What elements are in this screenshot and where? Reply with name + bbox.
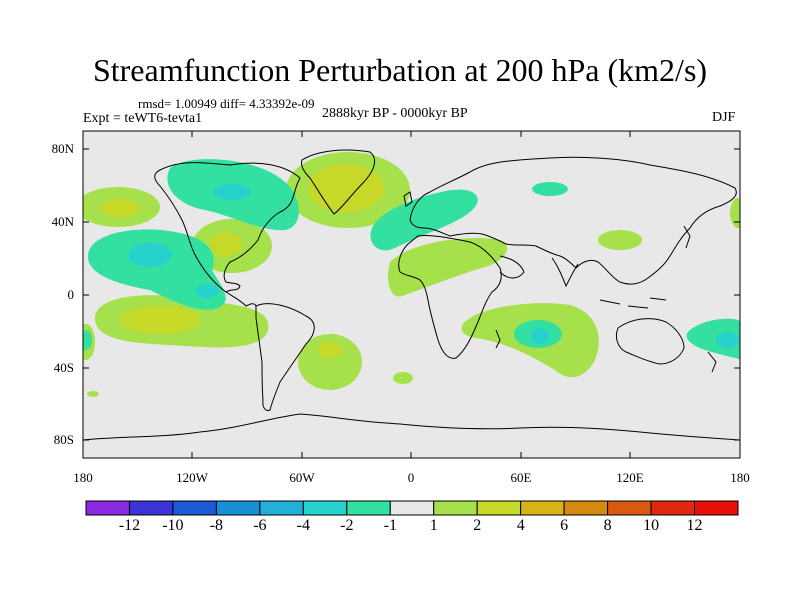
colorbar xyxy=(85,500,739,516)
colorbar-label: 10 xyxy=(643,517,660,534)
colorbar-swatch xyxy=(563,500,609,516)
colorbar-swatch xyxy=(128,500,174,516)
positive-mid-regions xyxy=(100,164,384,358)
neg-centre-epac xyxy=(195,284,219,298)
colorbar-label: -1 xyxy=(383,517,397,534)
coast-new-zealand xyxy=(707,351,717,373)
pos-region-satl-south xyxy=(298,334,362,390)
colorbar-swatch xyxy=(607,500,652,516)
coast-indonesia xyxy=(599,297,667,309)
coast-south-america xyxy=(255,303,315,411)
pos-centre-namerica xyxy=(210,232,242,256)
chart-title: Streamfunction Perturbation at 200 hPa (… xyxy=(92,52,708,88)
colorbar-swatch xyxy=(694,500,739,516)
colorbar-label: -2 xyxy=(340,517,354,534)
pos-centre-greenland xyxy=(308,164,384,212)
coast-africa xyxy=(398,235,502,359)
colorbar-label: 12 xyxy=(686,517,703,534)
colorbar-swatch xyxy=(389,500,435,516)
negative-weak-regions xyxy=(83,159,740,360)
coast-japan xyxy=(683,225,691,249)
neg-centre-aus xyxy=(716,332,740,348)
pos-centre-npac xyxy=(100,199,140,217)
coast-central-america xyxy=(225,291,257,307)
colorbar-swatch xyxy=(433,500,478,516)
colorbar-label: -6 xyxy=(253,517,267,534)
pos-centre-sepac xyxy=(120,306,200,334)
lat-label-40n: 40N xyxy=(51,214,74,229)
coast-india xyxy=(551,257,579,288)
colorbar-label: -10 xyxy=(162,517,184,534)
lat-label-80s: 80S xyxy=(53,432,74,447)
pos-centre-satl xyxy=(318,342,342,358)
lat-label-0: 0 xyxy=(67,287,75,302)
lon-label-0: 0 xyxy=(407,470,415,485)
neg-centre-namerica xyxy=(212,184,252,200)
colorbar-swatch xyxy=(302,500,348,516)
neg-centre-indian xyxy=(530,328,550,344)
neg-region-aus-east xyxy=(686,318,740,360)
colorbar-label: -4 xyxy=(296,517,310,534)
lon-label-120w: 120W xyxy=(176,470,208,485)
colorbar-label: 1 xyxy=(429,517,438,534)
pos-region-dateline-east xyxy=(730,198,740,228)
experiment-label: Expt = teWT6-tevta1 xyxy=(83,111,203,126)
colorbar-swatch xyxy=(172,500,217,516)
colorbar-label: 4 xyxy=(516,517,525,534)
coast-north-america xyxy=(154,162,301,293)
colorbar-swatch xyxy=(85,500,130,516)
coast-australia xyxy=(615,318,685,365)
neg-region-spac-west xyxy=(83,330,92,350)
coastlines xyxy=(83,149,740,441)
coast-uk xyxy=(403,191,413,207)
neg-region-natl-europe xyxy=(370,189,478,251)
colorbar-label: 8 xyxy=(603,517,612,534)
pos-region-satl-dot xyxy=(393,372,413,384)
neg-region-siberia xyxy=(532,182,568,196)
neg-region-npac-subtrop xyxy=(87,229,226,310)
coast-europe-asia xyxy=(409,156,737,285)
colorbar-label: -8 xyxy=(209,517,224,534)
colorbar-swatch xyxy=(259,500,304,516)
lat-label-80n: 80N xyxy=(51,141,74,156)
neg-centre-npac xyxy=(128,243,172,267)
colorbar-swatch xyxy=(346,500,391,516)
lon-label-180w: 180 xyxy=(73,470,93,485)
season-label: DJF xyxy=(712,110,736,125)
coast-arabia xyxy=(499,255,525,279)
negative-mid-regions xyxy=(128,184,740,348)
stats-text: rmsd= 1.00949 diff= 4.33392e-09 xyxy=(138,96,315,111)
lon-label-120e: 120E xyxy=(616,470,644,485)
colorbar-swatch xyxy=(650,500,696,516)
pos-region-saust-dot xyxy=(87,391,99,397)
coast-greenland xyxy=(301,149,375,215)
lon-label-60w: 60W xyxy=(289,470,315,485)
lon-label-180e: 180 xyxy=(730,470,750,485)
colorbar-swatch xyxy=(215,500,261,516)
pos-region-asia-small xyxy=(598,230,642,250)
coast-madagascar xyxy=(495,329,501,349)
colorbar-label: -12 xyxy=(118,517,141,534)
coast-antarctica xyxy=(83,413,740,441)
axis-ticks xyxy=(82,131,741,458)
pos-region-natl-africa xyxy=(388,238,508,297)
colorbar-label: 2 xyxy=(473,517,482,534)
lat-label-40s: 40S xyxy=(53,360,74,375)
period-label: 2888kyr BP - 0000kyr BP xyxy=(322,106,468,121)
colorbar-swatch xyxy=(520,500,565,516)
colorbar-label: 6 xyxy=(560,517,569,534)
field-contours xyxy=(83,152,740,397)
lon-label-60e: 60E xyxy=(510,470,532,485)
colorbar-swatch xyxy=(476,500,522,516)
